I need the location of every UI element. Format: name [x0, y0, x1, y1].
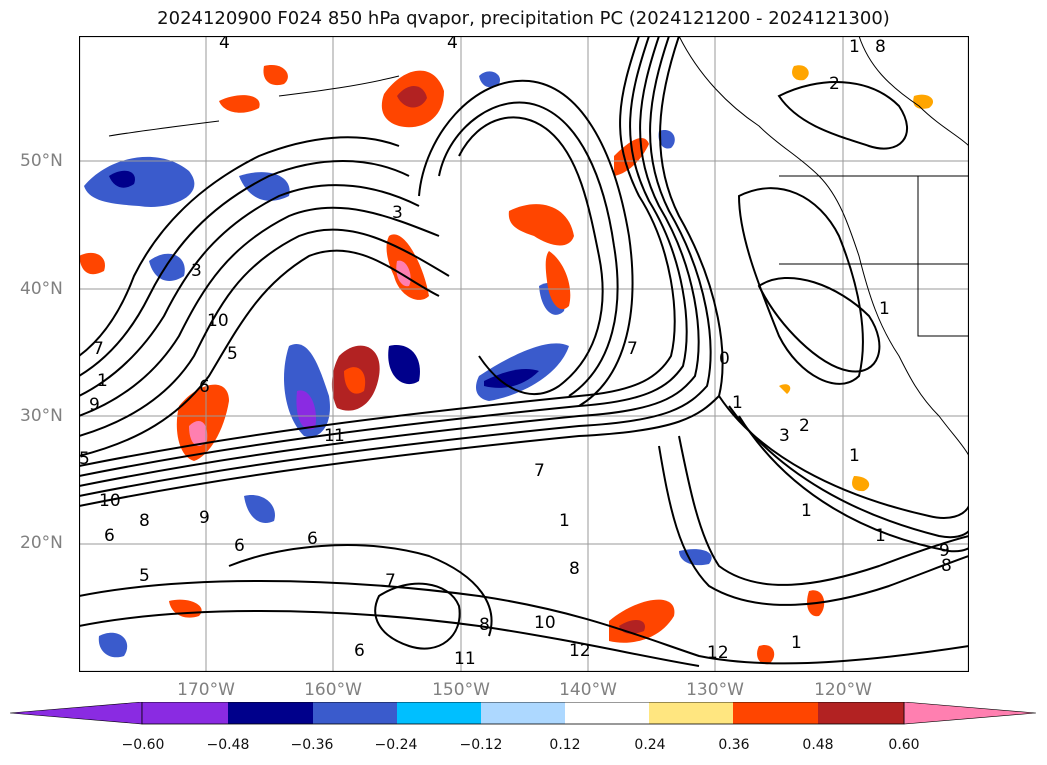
- contour-label: 8: [875, 37, 886, 57]
- contour-label: 5: [79, 449, 90, 469]
- lat-label-40n: 40°N: [20, 279, 63, 299]
- colorbar-swatch: [397, 702, 481, 724]
- colorbar-swatch: [565, 702, 649, 724]
- colorbar-tick: 0.60: [888, 737, 920, 753]
- contour-label: 6: [354, 641, 365, 661]
- contour-label: 10: [534, 613, 556, 633]
- contour-label: 1: [732, 393, 743, 413]
- colorbar-swatch: [733, 702, 818, 724]
- lat-label-20n: 20°N: [20, 533, 63, 553]
- contour-label: 4: [447, 36, 458, 53]
- coastlines: [108, 36, 969, 457]
- contour-label: 7: [385, 571, 396, 591]
- contour-label: 6: [307, 529, 318, 549]
- contour-label: 1: [97, 371, 108, 391]
- contour-label: 11: [454, 649, 476, 669]
- contour-label: 1: [849, 37, 860, 57]
- contour-label: 12: [707, 643, 729, 663]
- colorbar-tick: −0.48: [206, 737, 250, 753]
- map-panel: 4 4 1 8 2 3 3 10 7 1 6 5 9 1 7 1 5 10 9 …: [79, 36, 969, 672]
- contour-label: 1: [791, 633, 802, 653]
- lon-label-170w: 170°W: [177, 680, 235, 700]
- contour-label: 5: [139, 566, 150, 586]
- contour-label: 10: [207, 311, 229, 331]
- contour-label: 1: [849, 446, 860, 466]
- contour-label: 8: [479, 615, 490, 635]
- contour-label: 12: [569, 641, 591, 661]
- colorbar-extend-max: [903, 702, 1036, 725]
- map-title: 2024120900 F024 850 hPa qvapor, precipit…: [157, 8, 890, 29]
- contour-label: 7: [627, 339, 638, 359]
- colorbar: [10, 702, 1036, 725]
- colorbar-swatch: [313, 702, 397, 724]
- lon-label-150w: 150°W: [432, 680, 490, 700]
- contour-label: 5: [227, 344, 238, 364]
- colorbar-tick: 0.24: [634, 737, 666, 753]
- contour-label: 3: [392, 203, 403, 223]
- contour-label: 3: [191, 261, 202, 281]
- contour-label: 2: [799, 416, 810, 436]
- contour-label: 6: [199, 377, 210, 397]
- lon-label-160w: 160°W: [304, 680, 362, 700]
- contour-label: 1: [559, 511, 570, 531]
- map-frame: [79, 36, 969, 672]
- contour-label: 8: [941, 556, 952, 576]
- graticule: [79, 36, 969, 672]
- colorbar-tick: 0.12: [549, 737, 581, 753]
- colorbar-tick: 0.36: [718, 737, 750, 753]
- contour-label: 1: [324, 426, 335, 446]
- colorbar-tick: −0.12: [459, 737, 503, 753]
- colorbar-tick: 0.48: [802, 737, 834, 753]
- contour-label: 7: [534, 461, 545, 481]
- contour-label: 3: [779, 426, 790, 446]
- colorbar-swatch: [649, 702, 733, 724]
- contour-label: 8: [139, 511, 150, 531]
- colorbar-extend-min: [10, 702, 143, 725]
- colorbar-tick: −0.36: [290, 737, 334, 753]
- lon-label-120w: 120°W: [814, 680, 872, 700]
- lon-label-140w: 140°W: [559, 680, 617, 700]
- contour-label: 6: [234, 536, 245, 556]
- colorbar-swatch: [481, 702, 565, 724]
- contour-label: 7: [93, 339, 104, 359]
- contour-label: 10: [99, 491, 121, 511]
- contour-label: 9: [199, 508, 210, 528]
- colorbar-outline: [141, 702, 905, 725]
- colorbar-swatch: [818, 702, 904, 724]
- contour-label: 8: [569, 559, 580, 579]
- contour-label: 9: [89, 395, 100, 415]
- contour-label: 1: [801, 501, 812, 521]
- colorbar-tick: −0.24: [374, 737, 418, 753]
- qvapor-contours: [79, 36, 969, 667]
- lon-label-130w: 130°W: [686, 680, 744, 700]
- contour-label: 1: [334, 426, 345, 446]
- colorbar-swatch: [228, 702, 313, 724]
- lat-label-50n: 50°N: [20, 151, 63, 171]
- contour-labels: 4 4 1 8 2 3 3 10 7 1 6 5 9 1 7 1 5 10 9 …: [79, 36, 952, 669]
- contour-label: 9: [939, 541, 950, 561]
- contour-label: 1: [875, 526, 886, 546]
- lat-label-30n: 30°N: [20, 406, 63, 426]
- contour-label: 2: [829, 74, 840, 94]
- contour-label: 1: [879, 299, 890, 319]
- colorbar-swatch: [142, 702, 228, 724]
- precip-shading: [79, 65, 934, 665]
- contour-label: 0: [719, 349, 730, 369]
- contour-label: 6: [104, 526, 115, 546]
- colorbar-tick: −0.60: [121, 737, 165, 753]
- contour-label: 4: [219, 36, 230, 53]
